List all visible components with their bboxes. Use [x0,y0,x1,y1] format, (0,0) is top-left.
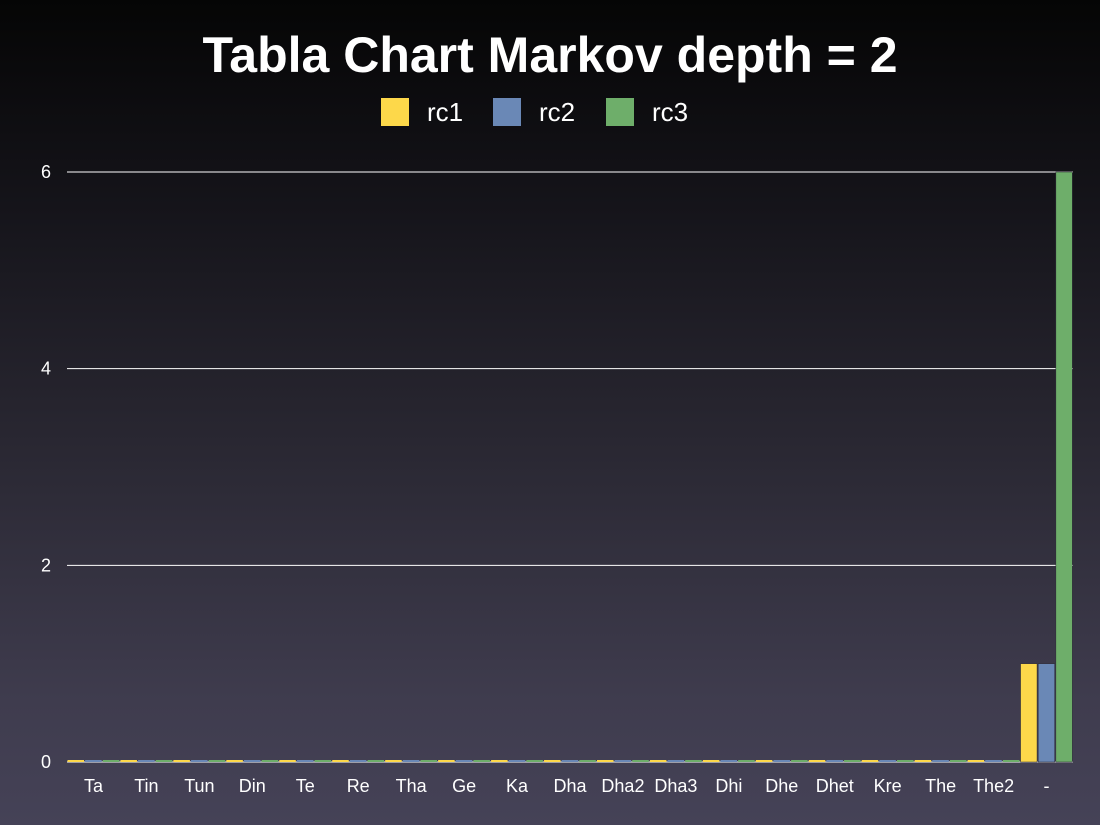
y-tick-label: 2 [41,555,51,575]
bar-rc1-- [1020,663,1038,763]
bar-rc3-Din [261,760,279,762]
x-tick-label: Dhe [765,776,798,796]
bar-rc3-Dha [579,760,596,762]
bar-rc2-Ta [85,760,102,762]
x-tick-label: Dha3 [654,776,697,796]
x-tick-label: Te [296,776,315,796]
bar-rc3-Ta [102,760,120,762]
x-tick-label: The [925,776,956,796]
bar-rc3-Ge [473,760,490,762]
bar-rc1-Dhi [702,760,720,762]
legend-swatch-rc1 [381,98,409,126]
bar-rc1-The2 [967,760,985,762]
bar-rc2-Re [349,760,367,762]
y-tick-label: 6 [41,162,51,182]
bar-rc1-Dhet [808,760,826,762]
y-tick-label: 0 [41,752,51,772]
x-tick-label: Ka [506,776,529,796]
x-tick-label: The2 [973,776,1014,796]
bar-rc1-Ka [491,760,508,762]
bar-rc2-The [932,760,949,762]
legend: rc1 rc2 rc3 [381,97,688,127]
x-tick-label: Tun [184,776,214,796]
bar-rc3-Ka [526,760,543,762]
bars [67,171,1073,763]
bar-rc3-Dha2 [632,760,649,762]
bar-rc1-Dha3 [649,760,667,762]
bar-rc3-Kre [897,760,914,762]
bar-rc3-The2 [1002,760,1020,762]
bar-rc3-The [949,760,967,762]
bar-rc1-Dha [544,760,561,762]
bar-rc2-Dha2 [614,760,632,762]
bar-rc2-Ka [508,760,526,762]
legend-swatch-rc2 [493,98,521,126]
bar-rc3-Re [367,760,385,762]
bar-rc3-Tun [208,760,226,762]
bar-rc3-Dhe [791,760,808,762]
bar-rc2-Dha3 [667,760,685,762]
bar-rc2-Tin [138,760,155,762]
bar-rc3-Dhi [738,760,755,762]
bar-rc2-Te [296,760,314,762]
legend-label-rc1: rc1 [427,97,463,127]
bar-rc1-Kre [861,760,879,762]
bar-rc2-Ge [455,760,473,762]
bar-rc2-Tun [191,760,208,762]
x-tick-label: Dha [553,776,587,796]
x-tick-label: Dha2 [601,776,644,796]
bar-rc2-Din [243,760,261,762]
bar-rc2-Tha [402,760,420,762]
bar-rc1-Ta [67,760,84,762]
legend-label-rc3: rc3 [652,97,688,127]
x-axis-ticks: Ta Tin Tun Din Te Re Tha Ge Ka Dha Dha2 Dha3 Dhi Dhe D… [84,776,1050,796]
x-tick-label: Tin [134,776,158,796]
bar-rc3-Dha3 [685,760,702,762]
bar-rc2-The2 [985,760,1002,762]
x-tick-label: Kre [874,776,902,796]
x-tick-label: Din [239,776,266,796]
bar-rc2-Dhe [773,760,790,762]
x-tick-label: Dhet [816,776,854,796]
bar-rc3-Dhet [844,760,861,762]
bar-rc3-Te [314,760,332,762]
y-axis-ticks: 0 2 4 6 [41,162,51,772]
legend-label-rc2: rc2 [539,97,575,127]
bar-rc1-Tin [120,760,137,762]
bar-rc2-Dhi [720,760,738,762]
bar-rc2-- [1037,663,1055,763]
x-tick-label: Re [347,776,370,796]
x-tick-label: - [1044,776,1050,796]
bar-rc2-Kre [879,760,896,762]
x-tick-label: Ta [84,776,104,796]
bar-rc3-- [1055,171,1073,763]
bar-rc1-The [914,760,932,762]
bar-rc3-Tha [420,760,437,762]
legend-swatch-rc3 [606,98,634,126]
bar-rc1-Dhe [755,760,773,762]
bar-rc1-Tha [385,760,402,762]
bar-rc3-Tin [155,760,173,762]
bar-rc2-Dha [561,760,579,762]
bar-rc1-Dha2 [596,760,614,762]
bar-rc1-Te [279,760,296,762]
y-tick-label: 4 [41,359,51,379]
x-tick-label: Dhi [715,776,742,796]
bar-rc1-Tun [173,760,190,762]
bar-rc1-Re [332,760,349,762]
chart-title: Tabla Chart Markov depth = 2 [202,27,898,83]
bar-rc1-Din [226,760,243,762]
x-tick-label: Tha [396,776,428,796]
bar-rc1-Ge [438,760,455,762]
bar-rc2-Dhet [826,760,843,762]
gridlines [67,171,1073,763]
x-tick-label: Ge [452,776,476,796]
